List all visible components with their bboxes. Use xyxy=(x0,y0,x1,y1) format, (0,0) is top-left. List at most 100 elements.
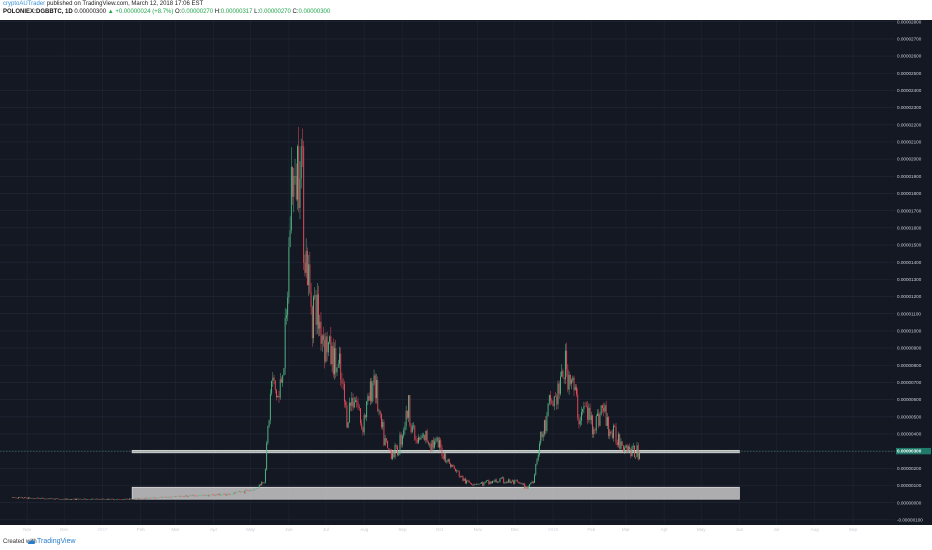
candle-body xyxy=(220,495,222,496)
candle-body xyxy=(385,438,387,441)
y-tick-label: 0.00001700 xyxy=(897,208,922,213)
candle-body xyxy=(530,483,532,485)
candle-body xyxy=(140,498,142,500)
candle-body xyxy=(334,348,336,375)
price-axis[interactable] xyxy=(895,20,932,525)
candle-body xyxy=(145,497,147,500)
candle-body xyxy=(455,468,456,472)
candle-body xyxy=(520,483,522,484)
chart-area[interactable] xyxy=(0,20,895,525)
candle-body xyxy=(66,498,68,500)
candle-body xyxy=(297,146,298,200)
candle-body xyxy=(255,488,257,490)
candle-body xyxy=(41,497,43,499)
candle-body xyxy=(537,454,539,460)
y-tick-label: 0.00002800 xyxy=(897,19,922,24)
author-link[interactable]: cryptoAUTrader xyxy=(3,1,46,7)
candle-body xyxy=(442,455,444,459)
candle-body xyxy=(130,498,132,500)
candle-body xyxy=(246,489,248,491)
support-zones xyxy=(131,449,740,500)
candle-body xyxy=(184,495,186,497)
candle-body xyxy=(79,498,81,500)
candle-body xyxy=(89,499,91,500)
y-tick-label: 0.00002100 xyxy=(897,140,922,145)
candle-body xyxy=(406,410,408,418)
candle-body xyxy=(173,496,175,497)
candle-body xyxy=(87,499,89,500)
candle-body xyxy=(498,481,500,483)
candle-body xyxy=(316,294,318,325)
candle-body xyxy=(276,389,277,398)
candle-body xyxy=(592,415,594,435)
candle-body xyxy=(424,434,426,441)
candle-body xyxy=(272,377,274,381)
candle-body xyxy=(306,250,308,286)
candle-body xyxy=(176,496,177,497)
candle-body xyxy=(432,440,434,448)
candle-body xyxy=(51,498,53,500)
candle-body xyxy=(337,363,339,368)
candle-body xyxy=(364,415,366,418)
tradingview-brand[interactable]: TradingView xyxy=(37,538,76,545)
candle-body xyxy=(105,499,107,501)
candle-body xyxy=(580,411,582,421)
candle-body xyxy=(208,494,210,497)
candle-body xyxy=(541,431,543,438)
candle-body xyxy=(301,146,303,147)
candle-body xyxy=(104,499,106,500)
candle-body xyxy=(245,489,247,494)
candle-body xyxy=(304,262,306,273)
candle-body xyxy=(485,480,487,482)
candle-body xyxy=(350,402,352,406)
candle-body xyxy=(81,499,82,500)
candle-body xyxy=(461,476,463,477)
candle-body xyxy=(629,446,631,450)
y-tick-label: -0.00000100 xyxy=(897,517,923,522)
candle-body xyxy=(53,498,55,500)
candle-body xyxy=(539,443,540,455)
candle-body xyxy=(305,250,307,273)
candle-body xyxy=(506,481,508,483)
x-tick-label: Nov xyxy=(474,527,483,532)
candle-body xyxy=(26,497,28,499)
candle-body xyxy=(352,397,354,408)
candle-body xyxy=(404,426,406,431)
candle-body xyxy=(122,499,124,500)
candle-body xyxy=(568,374,570,390)
candle-body xyxy=(627,446,629,453)
candle-body xyxy=(320,321,322,344)
symbol-label[interactable]: POLONIEX:DGBBTC, 1D xyxy=(3,9,73,15)
candle-body xyxy=(21,497,23,499)
candle-body xyxy=(189,495,191,497)
candle-body xyxy=(132,499,134,500)
y-tick-label: 0.00001200 xyxy=(897,294,922,299)
candle-body xyxy=(239,491,240,493)
candle-body xyxy=(18,497,19,499)
candle-body xyxy=(294,175,296,177)
candle-body xyxy=(347,422,349,428)
candle-body xyxy=(400,434,402,445)
candle-body xyxy=(85,499,87,501)
candle-body xyxy=(473,484,475,486)
candle-body xyxy=(248,490,250,492)
candle-body xyxy=(106,498,108,500)
candle-body xyxy=(211,494,213,495)
candle-body xyxy=(98,499,100,500)
candle-body xyxy=(95,498,97,500)
candle-body xyxy=(335,348,337,373)
candle-body xyxy=(29,497,31,499)
candle-body xyxy=(526,486,528,489)
candle-body xyxy=(209,495,211,497)
candle-body xyxy=(22,498,24,499)
candle-body xyxy=(188,495,190,498)
candle-body xyxy=(280,379,282,383)
y-tick-label: 0.00000200 xyxy=(897,466,922,471)
candle-body xyxy=(425,430,427,441)
candle-body xyxy=(589,407,591,420)
candle-body xyxy=(499,478,501,482)
close-label: C: xyxy=(292,9,299,15)
candle-body xyxy=(121,499,123,500)
candle-body xyxy=(221,494,223,496)
